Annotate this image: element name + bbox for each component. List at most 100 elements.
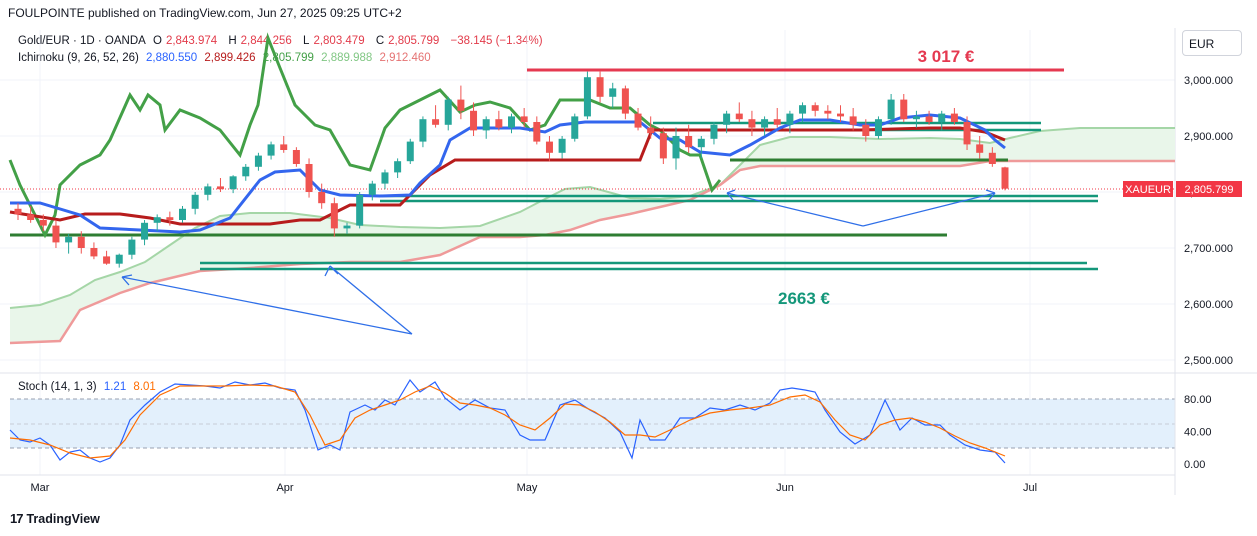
candle-body xyxy=(761,119,769,128)
tenkan-sen xyxy=(10,113,1006,234)
month-label: Jul xyxy=(1023,482,1037,494)
candle-body xyxy=(153,217,161,223)
stoch-d-line xyxy=(9,384,1006,459)
candle-body xyxy=(634,113,642,128)
senkou-span-a xyxy=(9,127,1175,309)
support-label: 2663 € xyxy=(778,289,831,308)
candle-body xyxy=(343,225,351,229)
price-tick-label: 3,000.000 xyxy=(1184,75,1233,87)
candle-body xyxy=(647,127,655,134)
candle-body xyxy=(887,99,895,120)
candle-body xyxy=(254,155,262,167)
candle-body xyxy=(406,141,414,162)
month-label: May xyxy=(517,482,538,494)
price-tick-label: 2,600.000 xyxy=(1184,299,1233,311)
candle-body xyxy=(545,141,553,153)
candle-body xyxy=(988,152,996,164)
candle-body xyxy=(128,239,136,255)
candle-body xyxy=(216,186,224,190)
open-value: O 2,843.974 xyxy=(153,35,218,47)
candle-body xyxy=(824,110,832,114)
time-axis: Mar Apr May Jun Jul xyxy=(31,482,1038,494)
candle-body xyxy=(457,99,465,111)
stoch-k-line xyxy=(9,378,1006,464)
month-label: Mar xyxy=(31,482,50,494)
candle-body xyxy=(837,113,844,117)
candle-body xyxy=(862,124,870,136)
candle-body xyxy=(508,116,515,128)
candle-body xyxy=(65,236,73,243)
candle-body xyxy=(710,124,718,139)
candle-body xyxy=(874,119,882,136)
kijun-sen xyxy=(9,126,1006,226)
candle-body xyxy=(280,144,288,150)
candle-body xyxy=(596,77,604,97)
candle-body xyxy=(103,256,111,264)
ichimoku-label: Ichimoku (9, 26, 52, 26) xyxy=(18,52,139,64)
stoch-tick-label: 0.00 xyxy=(1184,459,1205,471)
annotation-arrows xyxy=(121,189,996,335)
candle-body xyxy=(685,136,693,148)
candle-body xyxy=(39,220,47,226)
candle-body xyxy=(381,172,389,184)
candle-body xyxy=(115,254,123,264)
candles xyxy=(14,71,1009,268)
candle-body xyxy=(621,88,629,114)
ichimoku-value-spanB: 2,912.460 xyxy=(379,52,431,64)
brand-label: TradingView xyxy=(26,511,100,526)
candle-body xyxy=(14,208,22,215)
candle-body xyxy=(179,208,186,220)
candle-body xyxy=(938,113,946,122)
ichimoku-value-base: 2,899.426 xyxy=(204,52,256,64)
stoch-d: 8.01 xyxy=(133,381,156,393)
candle-body xyxy=(292,150,300,164)
stoch-tick-label: 40.00 xyxy=(1184,427,1212,439)
candle-body xyxy=(444,99,452,125)
last-price-symbol: XAUEUR xyxy=(1125,184,1171,196)
ichimoku-legend: Ichimoku (9, 26, 52, 26) 2,880.550 2,899… xyxy=(18,52,435,64)
candle-body xyxy=(394,161,402,173)
candle-body xyxy=(925,116,933,122)
lagging-span xyxy=(8,32,722,239)
candle-body xyxy=(368,183,376,195)
month-label: Jun xyxy=(776,482,794,494)
stoch-axis: 0.00 40.00 80.00 xyxy=(1184,394,1212,471)
ichimoku-value-spanA: 2,889.988 xyxy=(321,52,373,64)
candle-body xyxy=(558,138,566,153)
candle-body xyxy=(330,203,338,229)
candle-body xyxy=(672,136,680,159)
candle-body xyxy=(912,116,920,120)
price-tick-label: 2,900.000 xyxy=(1184,131,1233,143)
change-value: −38.145 (−1.34%) xyxy=(450,35,543,47)
candle-body xyxy=(482,119,490,131)
candle-body xyxy=(609,88,617,97)
currency-button[interactable]: EUR xyxy=(1182,30,1242,56)
candle-body xyxy=(748,119,756,128)
candle-body xyxy=(976,144,984,153)
candle-body xyxy=(963,122,971,145)
candle-body xyxy=(204,186,212,195)
price-tick-label: 2,500.000 xyxy=(1184,355,1233,367)
ichimoku-value-conversion: 2,880.550 xyxy=(146,52,198,64)
candle-body xyxy=(470,110,478,131)
candle-body xyxy=(242,166,250,177)
publisher-line: FOULPOINTE published on TradingView.com,… xyxy=(8,6,402,20)
candle-body xyxy=(583,77,591,117)
candle-body xyxy=(697,138,705,148)
candle-body xyxy=(520,116,528,122)
month-label: Apr xyxy=(276,482,293,494)
tradingview-brand: 17 TradingView xyxy=(10,511,100,526)
close-value: C 2,805.799 xyxy=(375,35,440,47)
candle-body xyxy=(432,119,440,125)
candle-body xyxy=(318,192,326,204)
candle-body xyxy=(77,236,85,248)
symbol-name: Gold/EUR · 1D · OANDA xyxy=(18,35,146,47)
stoch-legend: Stoch (14, 1, 3) 1.21 8.01 xyxy=(18,381,160,393)
senkou-span-b xyxy=(9,159,1175,345)
stoch-tick-label: 80.00 xyxy=(1184,394,1212,406)
last-price-value: 2,805.799 xyxy=(1185,184,1234,196)
candle-body xyxy=(799,105,807,114)
candle-body xyxy=(356,194,364,226)
candle-body xyxy=(495,119,503,128)
